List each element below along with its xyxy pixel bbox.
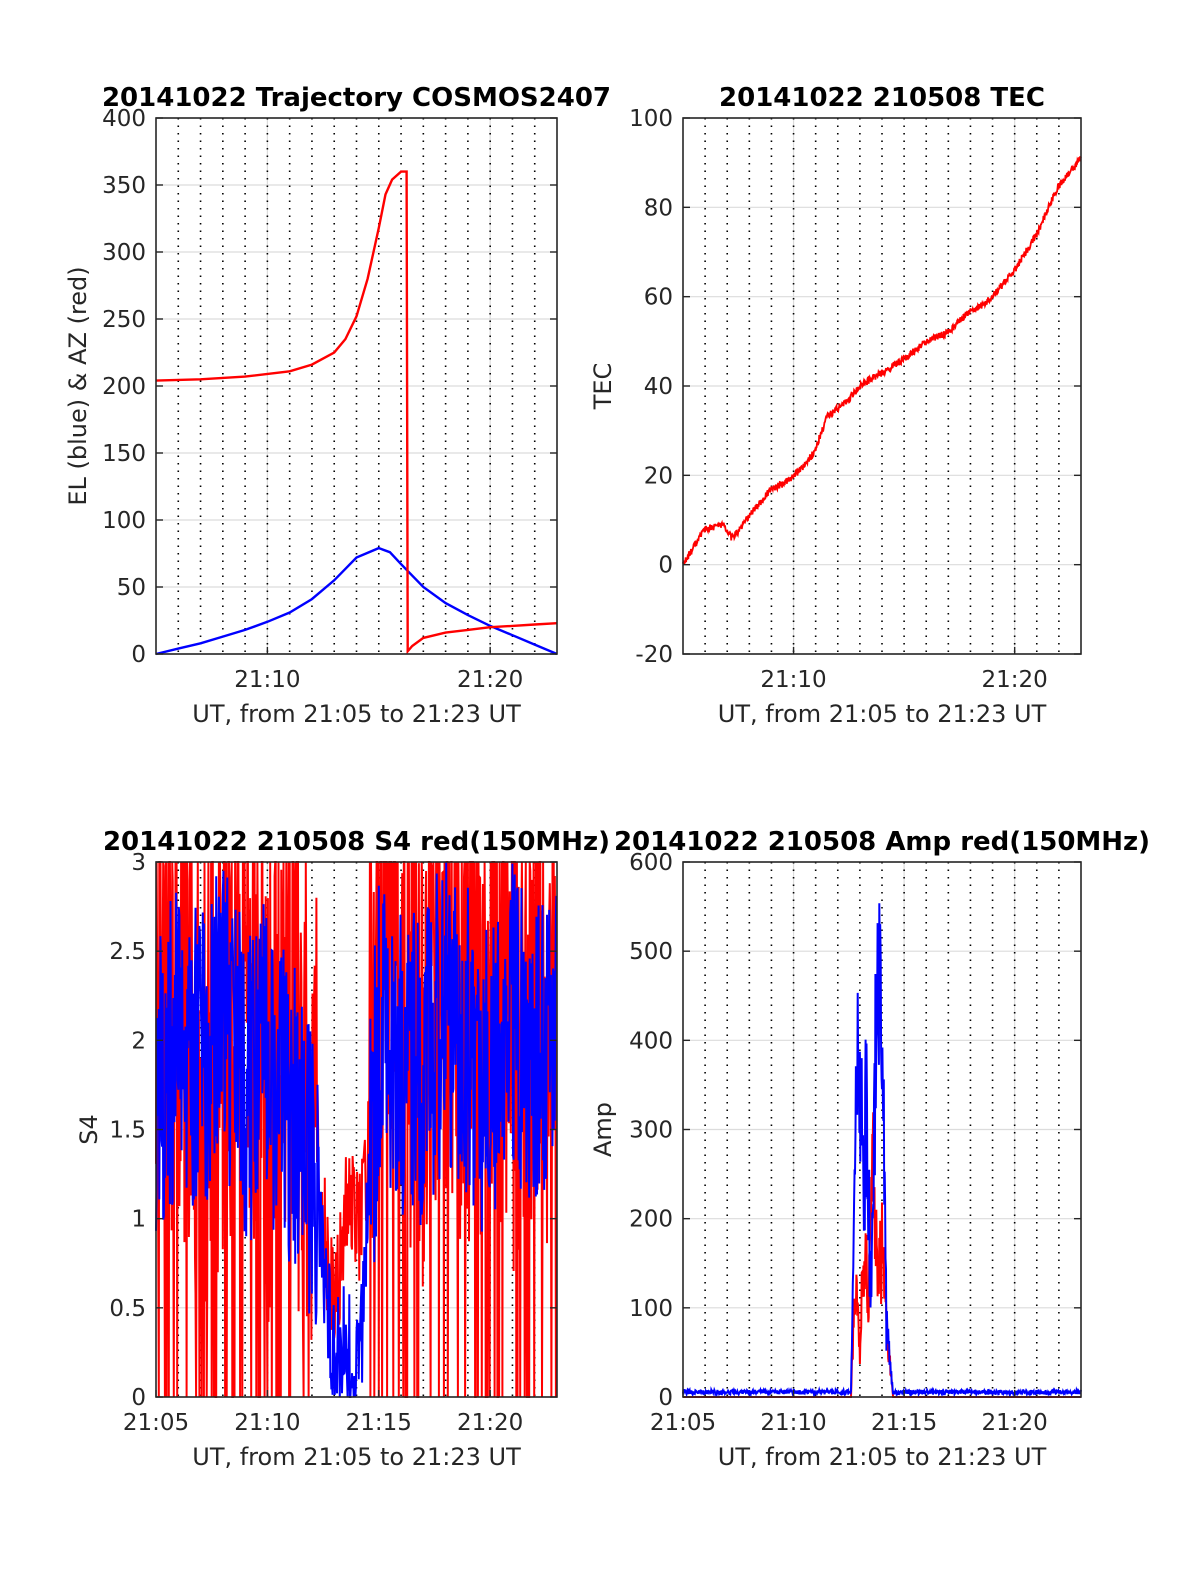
y-tick-label: 40 — [644, 374, 673, 400]
y-axis-label: TEC — [589, 363, 617, 411]
y-tick-label: 200 — [102, 374, 146, 400]
series-line-tec — [682, 156, 1082, 566]
y-tick-label: 2 — [131, 1028, 146, 1054]
y-tick-label: 20 — [644, 463, 673, 489]
y-axis-label: Amp — [589, 1102, 617, 1157]
y-tick-label: 80 — [644, 195, 673, 221]
series-line-s4-red — [155, 861, 558, 1398]
x-tick-label: 21:20 — [982, 1410, 1048, 1436]
series-line-el — [155, 546, 558, 656]
y-tick-label: 300 — [629, 1118, 673, 1144]
series-group — [155, 170, 558, 656]
x-tick-label: 21:15 — [871, 1410, 937, 1436]
y-tick-label: 400 — [629, 1028, 673, 1054]
y-tick-label: 3 — [131, 850, 146, 876]
x-axis-label: UT, from 21:05 to 21:23 UT — [192, 700, 521, 728]
x-axis-label: UT, from 21:05 to 21:23 UT — [192, 1443, 521, 1471]
series-group — [682, 156, 1082, 566]
y-tick-label: 600 — [629, 850, 673, 876]
y-tick-label: 300 — [102, 240, 146, 266]
amp-chart: 0 100 200 300 400 500 600 21:05 21:10 21:15 21:20 2… — [589, 827, 1150, 1471]
x-tick-label: 21:05 — [650, 1410, 716, 1436]
x-tick-label: 21:10 — [760, 667, 826, 693]
x-tick-label: 21:15 — [346, 1410, 412, 1436]
trajectory-chart: 0 50 100 150 200 250 300 350 400 21:10 21:20 201410… — [64, 83, 611, 728]
y-tick-label: 150 — [102, 441, 146, 467]
y-axis-label: EL (blue) & AZ (red) — [64, 266, 92, 505]
y-tick-label: 50 — [117, 575, 146, 601]
y-tick-label: 0 — [658, 1385, 673, 1411]
y-tick-label: 0 — [131, 642, 146, 668]
series-line-az — [155, 170, 558, 655]
x-tick-label: 21:20 — [457, 667, 523, 693]
x-tick-label: 21:20 — [457, 1410, 523, 1436]
y-tick-label: 400 — [102, 106, 146, 132]
y-tick-label: 60 — [644, 285, 673, 311]
y-tick-label: 0.5 — [109, 1296, 146, 1322]
x-axis-label: UT, from 21:05 to 21:23 UT — [718, 1443, 1047, 1471]
x-tick-label: 21:05 — [123, 1410, 189, 1436]
y-tick-label: 200 — [629, 1207, 673, 1233]
y-tick-label: 0 — [131, 1385, 146, 1411]
series-line-s4-blue — [155, 861, 558, 1398]
y-tick-label: 0 — [658, 553, 673, 579]
chart-title: 20141022 210508 Amp red(150MHz) — [614, 827, 1150, 857]
x-tick-label: 21:20 — [982, 667, 1048, 693]
y-tick-label: 250 — [102, 307, 146, 333]
chart-title: 20141022 Trajectory COSMOS2407 — [102, 83, 611, 113]
y-tick-label: 1.5 — [109, 1118, 146, 1144]
y-tick-label: 100 — [629, 1296, 673, 1322]
series-group — [682, 903, 1082, 1398]
series-group — [155, 861, 558, 1398]
x-axis-label: UT, from 21:05 to 21:23 UT — [718, 700, 1047, 728]
y-tick-label: 350 — [102, 173, 146, 199]
y-axis-label: S4 — [75, 1114, 103, 1145]
y-tick-label: 100 — [102, 508, 146, 534]
x-tick-label: 21:10 — [760, 1410, 826, 1436]
y-tick-label: -20 — [635, 642, 673, 668]
y-tick-label: 100 — [629, 106, 673, 132]
chart-title: 20141022 210508 TEC — [719, 83, 1045, 113]
x-tick-label: 21:10 — [234, 667, 300, 693]
y-tick-label: 500 — [629, 939, 673, 965]
y-tick-label: 1 — [131, 1207, 146, 1233]
chart-title: 20141022 210508 S4 red(150MHz) — [103, 827, 610, 857]
y-tick-label: 2.5 — [109, 939, 146, 965]
s4-chart: 0 0.5 1 1.5 2 2.5 3 21:05 21:10 21:15 21:20 2014102… — [75, 827, 610, 1471]
tec-chart: -20 0 20 40 60 80 100 21:10 21:20 20141022 210508… — [589, 83, 1082, 728]
x-tick-label: 21:10 — [234, 1410, 300, 1436]
